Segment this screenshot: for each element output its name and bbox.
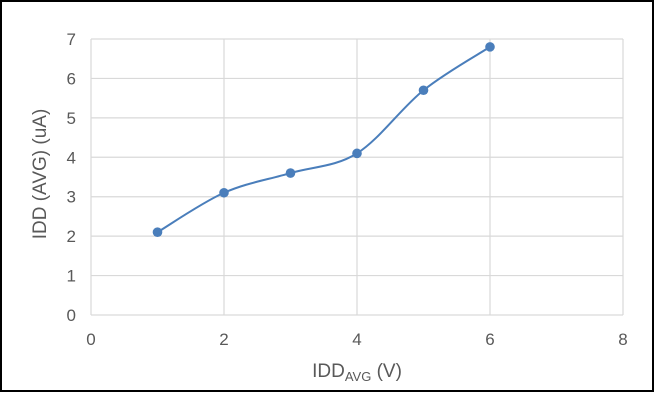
x-axis-title-main: IDD bbox=[312, 361, 345, 382]
data-point bbox=[152, 227, 163, 237]
x-axis-title-suffix: (V) bbox=[371, 361, 402, 382]
x-tick-label: 6 bbox=[485, 330, 494, 349]
x-tick-labels: 0 2 4 6 8 bbox=[86, 330, 627, 349]
x-tick-label: 2 bbox=[219, 330, 228, 349]
series-line bbox=[156, 46, 491, 234]
x-axis-title: IDDAVG (V) bbox=[312, 361, 402, 384]
y-tick-label: 0 bbox=[67, 306, 76, 325]
x-axis-title-subscript: AVG bbox=[345, 369, 372, 384]
x-tick-label: 8 bbox=[618, 330, 627, 349]
y-axis-title: IDD (AVG) (uA) bbox=[30, 109, 51, 240]
y-tick-label: 7 bbox=[67, 30, 76, 49]
y-tick-label: 4 bbox=[67, 148, 76, 167]
x-tick-label: 4 bbox=[352, 330, 361, 349]
data-point bbox=[418, 85, 429, 96]
data-point bbox=[485, 42, 495, 52]
data-point bbox=[352, 148, 362, 159]
series-layer bbox=[152, 42, 495, 237]
y-tick-label: 6 bbox=[67, 69, 76, 88]
y-tick-label: 2 bbox=[67, 227, 76, 246]
gridlines bbox=[90, 38, 624, 316]
x-tick-label: 0 bbox=[86, 330, 95, 349]
data-point bbox=[219, 187, 229, 198]
y-tick-label: 3 bbox=[67, 188, 76, 207]
data-point bbox=[285, 168, 296, 178]
y-tick-label: 5 bbox=[67, 109, 76, 128]
y-tick-labels: 0 1 2 3 4 5 6 7 bbox=[67, 30, 76, 325]
y-tick-label: 1 bbox=[67, 267, 76, 286]
